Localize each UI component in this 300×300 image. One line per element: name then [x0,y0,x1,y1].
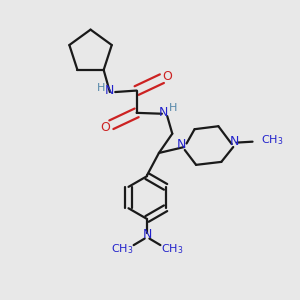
Text: N: N [142,228,152,241]
Text: N: N [159,106,168,119]
Text: O: O [100,121,110,134]
Text: CH$_3$: CH$_3$ [161,243,184,256]
Text: CH$_3$: CH$_3$ [262,133,284,147]
Text: N: N [230,135,239,148]
Text: H: H [169,103,177,113]
Text: O: O [162,70,172,83]
Text: N: N [177,138,187,151]
Text: CH$_3$: CH$_3$ [110,243,133,256]
Text: N: N [105,84,115,97]
Text: H: H [98,82,106,93]
